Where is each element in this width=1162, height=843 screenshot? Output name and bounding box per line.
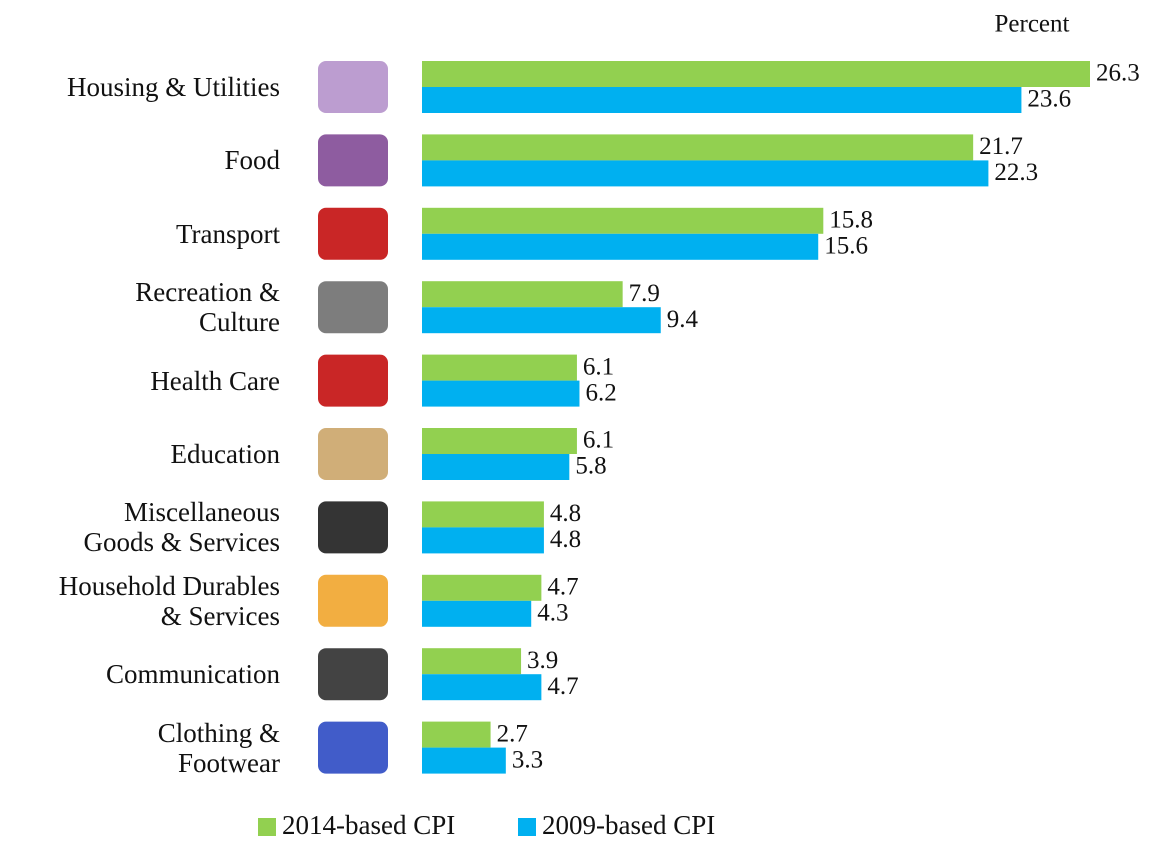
bar [422, 234, 818, 260]
value-label: 4.7 [547, 673, 578, 700]
bar [422, 601, 531, 627]
value-label: 4.8 [550, 500, 581, 527]
bar [422, 134, 973, 160]
bar [422, 307, 661, 333]
bar [422, 748, 506, 774]
chart-canvas: Percent 26.3 23.621.722.3 15.815.6 7.9 9.4 6.… [0, 0, 1162, 843]
value-label: 6.2 [585, 379, 616, 406]
bar [422, 208, 823, 234]
value-label: 23.6 [1027, 86, 1071, 113]
category-icon [318, 575, 388, 627]
category-label: Communication [0, 659, 280, 689]
category-icon [318, 722, 388, 774]
bar [422, 428, 577, 454]
legend-swatch [518, 818, 536, 836]
bar [422, 160, 988, 186]
category-icon [318, 501, 388, 553]
bar [422, 575, 541, 601]
category-label: Transport [0, 219, 280, 249]
category-label: Education [0, 439, 280, 469]
value-label: 22.3 [994, 159, 1038, 186]
category-icon [318, 281, 388, 333]
bar [422, 381, 579, 407]
category-label: Recreation & Culture [0, 277, 280, 337]
category-label: Housing & Utilities [0, 72, 280, 102]
legend-swatch [258, 818, 276, 836]
bar [422, 61, 1090, 87]
value-label: 21.7 [979, 133, 1023, 160]
category-label: Miscellaneous Goods & Services [0, 497, 280, 557]
bar [422, 501, 544, 527]
value-label: 3.3 [512, 746, 543, 773]
value-label: 6.1 [583, 427, 614, 454]
bar [422, 454, 569, 480]
bar [422, 722, 491, 748]
value-label: 4.8 [550, 526, 581, 553]
category-icon [318, 355, 388, 407]
bar [422, 527, 544, 553]
value-label: 7.9 [629, 280, 660, 307]
category-icon [318, 208, 388, 260]
value-label: 4.3 [537, 600, 568, 627]
legend-label: 2009-based CPI [542, 810, 715, 840]
value-label: 15.6 [824, 233, 868, 260]
value-label: 4.7 [547, 574, 578, 601]
category-label: Health Care [0, 366, 280, 396]
value-label: 2.7 [497, 720, 528, 747]
category-icon [318, 61, 388, 113]
category-label: Household Durables & Services [0, 571, 280, 631]
category-label: Clothing & Footwear [0, 718, 280, 778]
value-label: 15.8 [829, 207, 873, 234]
bar [422, 674, 541, 700]
value-label: 5.8 [575, 453, 606, 480]
value-label: 6.1 [583, 353, 614, 380]
bar [422, 281, 623, 307]
category-label: Food [0, 145, 280, 175]
category-icon [318, 134, 388, 186]
bar [422, 87, 1021, 113]
legend-label: 2014-based CPI [282, 810, 455, 840]
chart: Percent 26.3 23.621.722.3 15.815.6 7.9 9.4 6.… [0, 0, 1162, 843]
bar [422, 355, 577, 381]
unit-label: Percent [995, 11, 1070, 38]
category-icon [318, 648, 388, 700]
value-label: 3.9 [527, 647, 558, 674]
category-icon [318, 428, 388, 480]
bar [422, 648, 521, 674]
value-label: 26.3 [1096, 60, 1140, 87]
value-label: 9.4 [667, 306, 699, 333]
